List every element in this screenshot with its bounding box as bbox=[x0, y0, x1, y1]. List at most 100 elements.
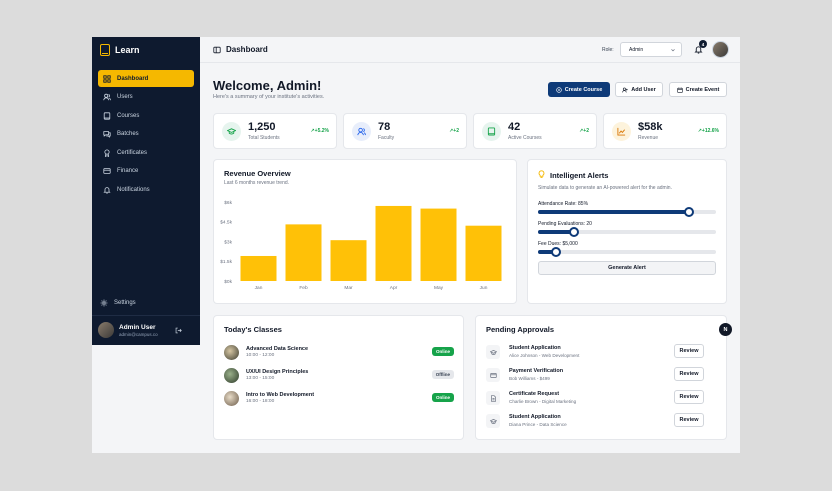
bar-mar[interactable] bbox=[330, 240, 367, 281]
class-item[interactable]: UX/UI Design Principles 13:00 - 15:00 Of… bbox=[224, 365, 454, 385]
sidebar-item-courses[interactable]: Courses bbox=[98, 107, 194, 124]
approvals-panel: Pending Approvals Student Application Al… bbox=[475, 315, 727, 440]
document-icon bbox=[486, 391, 500, 405]
y-tick-label: $4.5k bbox=[220, 220, 232, 226]
floating-avatar-badge[interactable]: N bbox=[719, 323, 732, 336]
bell-icon[interactable] bbox=[694, 45, 703, 54]
slider-fill bbox=[538, 210, 690, 214]
bar-may[interactable] bbox=[420, 208, 457, 281]
bar-jun[interactable] bbox=[465, 225, 502, 281]
class-name: Advanced Data Science bbox=[246, 346, 309, 352]
approval-item: Student Application Alice Johnson - Web … bbox=[486, 343, 704, 363]
brand[interactable]: Learn bbox=[100, 44, 140, 56]
review-button[interactable]: Review bbox=[674, 344, 704, 358]
stat-label: Total Students bbox=[248, 135, 280, 141]
revenue-subtitle: Last 6 months revenue trend. bbox=[224, 180, 290, 186]
avatar[interactable] bbox=[98, 322, 114, 338]
review-button[interactable]: Review bbox=[674, 367, 704, 381]
sidebar-item-dashboard[interactable]: Dashboard bbox=[98, 70, 194, 87]
notification-badge: 4 bbox=[699, 40, 707, 48]
approval-detail: Charlie Brown - Digital Marketing bbox=[509, 399, 577, 404]
graduation-cap-icon bbox=[222, 122, 241, 141]
stat-value: 78 bbox=[378, 121, 391, 133]
bell-icon bbox=[103, 186, 111, 194]
bar-feb[interactable] bbox=[285, 224, 322, 281]
class-thumbnail bbox=[224, 390, 239, 406]
sidebar-toggle-icon[interactable] bbox=[213, 46, 221, 54]
stat-card-students: 1,250 Total Students ↗+5.2% bbox=[213, 113, 337, 149]
x-tick-label: Jan bbox=[255, 285, 263, 291]
add-user-button[interactable]: Add User bbox=[615, 82, 663, 97]
review-button[interactable]: Review bbox=[674, 413, 704, 427]
welcome-subtitle: Here's a summary of your institute's act… bbox=[213, 94, 325, 100]
card-icon bbox=[486, 368, 500, 382]
class-name: Intro to Web Development bbox=[246, 392, 315, 398]
approval-item: Certificate Request Charlie Brown - Digi… bbox=[486, 389, 704, 409]
graduation-cap-icon bbox=[486, 414, 500, 428]
stat-label: Active Courses bbox=[508, 135, 542, 141]
stat-label: Revenue bbox=[638, 135, 659, 141]
user-email: admin@campus.co bbox=[119, 331, 158, 337]
review-button[interactable]: Review bbox=[674, 390, 704, 404]
welcome-heading: Welcome, Admin! bbox=[213, 78, 322, 93]
sidebar-item-certificates[interactable]: Certificates bbox=[98, 144, 194, 161]
y-tick-label: $1.5k bbox=[220, 259, 232, 265]
create-course-button[interactable]: Create Course bbox=[548, 82, 610, 97]
slider-thumb[interactable] bbox=[684, 207, 695, 217]
approval-detail: Alice Johnson - Web Development bbox=[509, 353, 580, 358]
avatar[interactable] bbox=[712, 41, 729, 58]
book-icon bbox=[103, 111, 111, 120]
topbar: Dashboard Role: Admin 4 bbox=[200, 37, 740, 63]
x-tick-label: May bbox=[434, 285, 444, 291]
settings-label: Settings bbox=[114, 300, 136, 306]
class-item[interactable]: Advanced Data Science 10:00 - 12:00 Onli… bbox=[224, 342, 454, 362]
sidebar-nav: Dashboard Users Courses Batches Certific… bbox=[98, 70, 194, 200]
sidebar: Learn Dashboard Users Courses Batches Ce… bbox=[92, 37, 200, 345]
approval-name: Student Application bbox=[509, 345, 561, 351]
approval-item: Payment Verification Bob Williams - $499… bbox=[486, 366, 704, 386]
sidebar-item-label: Certificates bbox=[117, 149, 148, 156]
create-event-button[interactable]: Create Event bbox=[669, 82, 727, 97]
grid-icon bbox=[103, 74, 111, 83]
classes-panel: Today's Classes Advanced Data Science 10… bbox=[213, 315, 464, 440]
sidebar-item-batches[interactable]: Batches bbox=[98, 126, 194, 143]
classes-title: Today's Classes bbox=[224, 325, 282, 334]
users-icon bbox=[103, 93, 111, 101]
users-icon bbox=[352, 122, 371, 141]
slider-thumb[interactable] bbox=[568, 227, 579, 237]
attendance-slider[interactable] bbox=[538, 207, 716, 217]
slider-thumb[interactable] bbox=[550, 247, 561, 257]
fee-dues-slider[interactable] bbox=[538, 247, 716, 257]
graduation-cap-icon bbox=[486, 345, 500, 359]
approval-name: Certificate Request bbox=[509, 391, 560, 397]
generate-alert-button[interactable]: Generate Alert bbox=[538, 261, 716, 275]
class-item[interactable]: Intro to Web Development 16:00 - 18:00 O… bbox=[224, 388, 454, 408]
role-select[interactable]: Admin bbox=[620, 42, 682, 57]
slider-fill bbox=[538, 230, 574, 234]
evaluations-slider[interactable] bbox=[538, 227, 716, 237]
logout-icon[interactable] bbox=[175, 327, 182, 334]
approval-detail: Diana Prince - Data Science bbox=[509, 422, 567, 427]
approvals-title: Pending Approvals bbox=[486, 325, 555, 334]
stat-value: 1,250 bbox=[248, 121, 276, 133]
sidebar-item-finance[interactable]: Finance bbox=[98, 163, 194, 180]
fee-dues-label: Fee Dues: $5,000 bbox=[538, 241, 578, 247]
sidebar-item-users[interactable]: Users bbox=[98, 89, 194, 106]
stat-delta: ↗+2 bbox=[449, 128, 459, 134]
approval-name: Student Application bbox=[509, 414, 561, 420]
book-icon bbox=[482, 122, 501, 141]
sidebar-item-settings[interactable]: Settings bbox=[100, 299, 136, 307]
sidebar-item-label: Courses bbox=[117, 112, 140, 119]
card-icon bbox=[103, 167, 111, 175]
x-tick-label: Jun bbox=[480, 285, 488, 291]
create-course-label: Create Course bbox=[564, 86, 603, 93]
bar-jan[interactable] bbox=[240, 255, 277, 281]
sidebar-item-notifications[interactable]: Notifications bbox=[98, 181, 194, 198]
sidebar-item-label: Finance bbox=[117, 168, 139, 174]
app-window: Learn Dashboard Users Courses Batches Ce… bbox=[92, 37, 740, 453]
user-name: Admin User bbox=[119, 323, 156, 331]
stat-value: $58k bbox=[638, 121, 663, 133]
gear-icon bbox=[100, 299, 108, 307]
add-user-label: Add User bbox=[631, 86, 656, 93]
bar-apr[interactable] bbox=[375, 205, 412, 281]
